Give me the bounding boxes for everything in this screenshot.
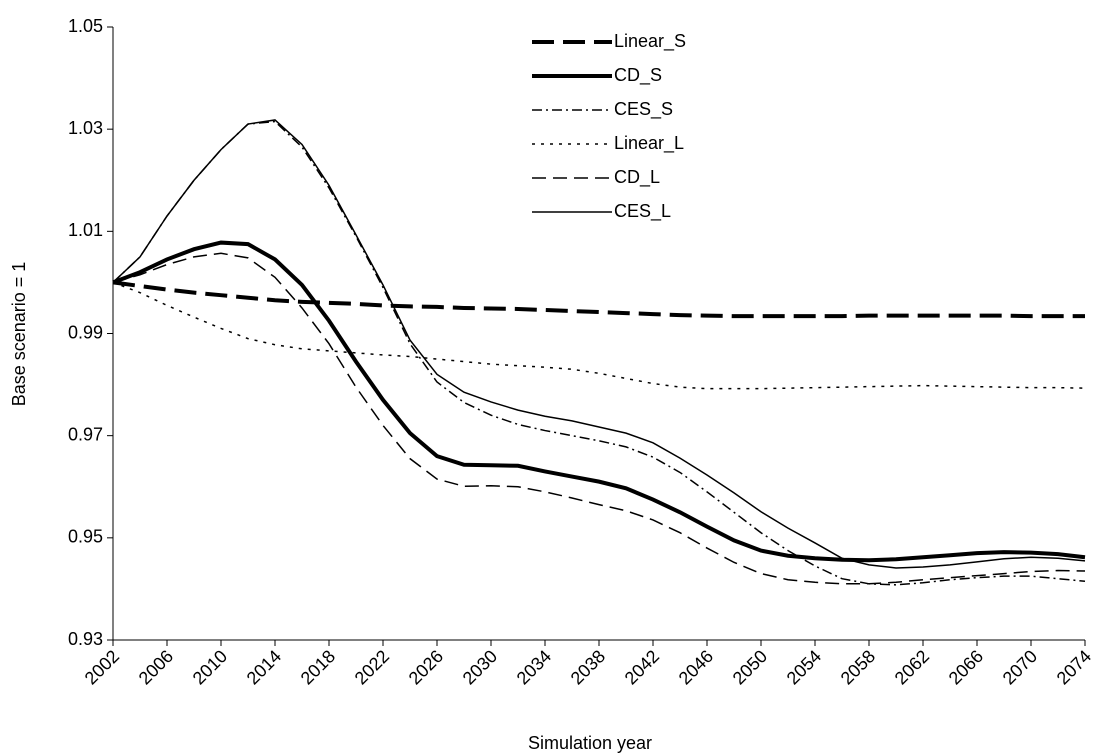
x-tick-label: 2030 [459, 646, 501, 688]
x-tick-label: 2034 [513, 646, 555, 688]
legend-label: Linear_L [614, 133, 684, 154]
y-axis-label: Base scenario = 1 [9, 262, 29, 407]
x-tick-label: 2006 [135, 646, 177, 688]
x-tick-label: 2042 [621, 646, 663, 688]
y-tick-label: 0.93 [68, 629, 103, 649]
x-tick-label: 2010 [189, 646, 231, 688]
series-line [112, 120, 1086, 586]
legend-label: Linear_S [614, 31, 686, 52]
legend-label: CD_S [614, 65, 662, 86]
x-tick-label: 2070 [999, 646, 1041, 688]
x-tick-label: 2002 [81, 646, 123, 688]
legend-label: CES_S [614, 99, 673, 120]
x-tick-label: 2038 [567, 646, 609, 688]
y-tick-label: 0.97 [68, 424, 103, 444]
y-tick-label: 1.05 [68, 16, 103, 36]
series-line [112, 281, 1086, 390]
x-tick-label: 2018 [297, 646, 339, 688]
x-tick-label: 2058 [837, 646, 879, 688]
y-tick-label: 0.95 [68, 527, 103, 547]
series-line [112, 280, 1085, 319]
x-tick-label: 2054 [783, 646, 825, 688]
y-tick-label: 0.99 [68, 322, 103, 342]
series-line [112, 252, 1086, 585]
x-tick-label: 2074 [1053, 646, 1095, 688]
x-tick-label: 2014 [243, 646, 285, 688]
legend-label: CES_L [614, 201, 671, 222]
legend-label: CD_L [614, 167, 660, 188]
x-tick-label: 2026 [405, 646, 447, 688]
series-line [112, 240, 1086, 563]
y-tick-label: 1.03 [68, 118, 103, 138]
series-line [112, 119, 1086, 569]
x-tick-label: 2046 [675, 646, 717, 688]
x-axis-label: Simulation year [528, 733, 652, 753]
x-tick-label: 2050 [729, 646, 771, 688]
x-tick-label: 2022 [351, 646, 393, 688]
x-tick-label: 2062 [891, 646, 933, 688]
x-tick-label: 2066 [945, 646, 987, 688]
y-tick-label: 1.01 [68, 220, 103, 240]
